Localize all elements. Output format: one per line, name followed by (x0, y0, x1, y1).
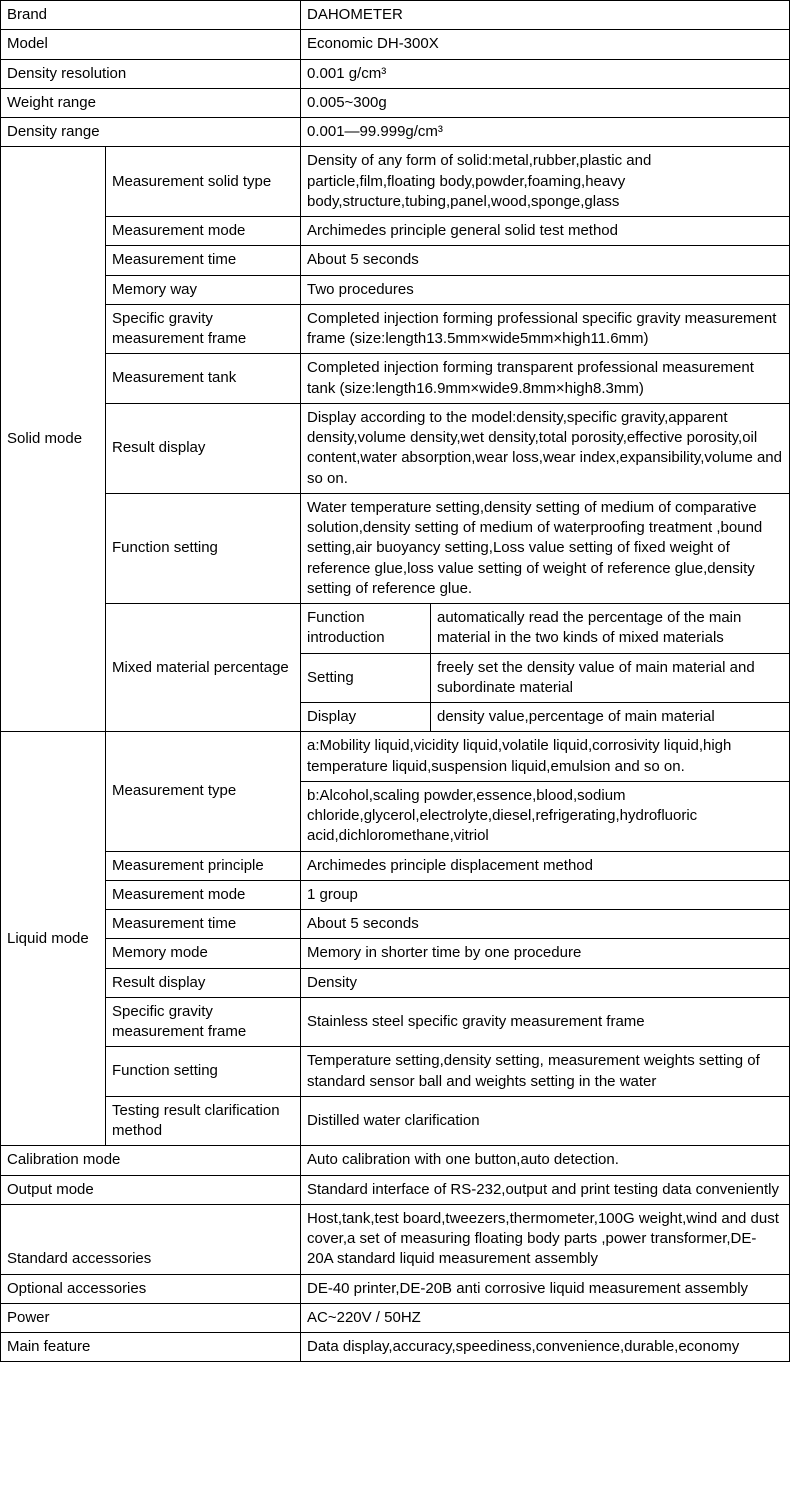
label-main-feature: Main feature (1, 1333, 301, 1362)
value-mmp-function-intro: automatically read the percentage of the… (431, 604, 790, 654)
table-row: Function setting Temperature setting,den… (1, 1047, 790, 1097)
table-row: Model Economic DH-300X (1, 30, 790, 59)
label-model: Model (1, 30, 301, 59)
value-main-feature: Data display,accuracy,speediness,conveni… (301, 1333, 790, 1362)
table-row: Measurement tank Completed injection for… (1, 354, 790, 404)
table-row: Optional accessories DE-40 printer,DE-20… (1, 1274, 790, 1303)
table-row: Output mode Standard interface of RS-232… (1, 1175, 790, 1204)
table-row: Density range 0.001—99.999g/cm³ (1, 118, 790, 147)
value-liquid-measurement-principle: Archimedes principle displacement method (301, 851, 790, 880)
label-mmp-function-intro: Function introduction (301, 604, 431, 654)
label-density-resolution: Density resolution (1, 59, 301, 88)
table-row: Weight range 0.005~300g (1, 88, 790, 117)
label-density-range: Density range (1, 118, 301, 147)
value-density-range: 0.001—99.999g/cm³ (301, 118, 790, 147)
label-solid-measurement-time: Measurement time (106, 246, 301, 275)
value-density-resolution: 0.001 g/cm³ (301, 59, 790, 88)
value-solid-sg-frame: Completed injection forming professional… (301, 304, 790, 354)
value-liquid-mtype-a: a:Mobility liquid,vicidity liquid,volati… (301, 732, 790, 782)
value-liquid-result-display: Density (301, 968, 790, 997)
table-row: Standard accessories Host,tank,test boar… (1, 1204, 790, 1274)
value-liquid-memory-mode: Memory in shorter time by one procedure (301, 939, 790, 968)
label-solid-mode: Solid mode (1, 147, 106, 732)
table-row: Result display Density (1, 968, 790, 997)
label-mmp-setting: Setting (301, 653, 431, 703)
table-row: Measurement mode 1 group (1, 880, 790, 909)
value-liquid-sg-frame: Stainless steel specific gravity measure… (301, 997, 790, 1047)
value-solid-measurement-tank: Completed injection forming transparent … (301, 354, 790, 404)
label-output-mode: Output mode (1, 1175, 301, 1204)
table-row: Liquid mode Measurement type a:Mobility … (1, 732, 790, 782)
value-model: Economic DH-300X (301, 30, 790, 59)
label-liquid-measurement-principle: Measurement principle (106, 851, 301, 880)
label-solid-measurement-tank: Measurement tank (106, 354, 301, 404)
label-weight-range: Weight range (1, 88, 301, 117)
value-optional-accessories: DE-40 printer,DE-20B anti corrosive liqu… (301, 1274, 790, 1303)
table-row: Power AC~220V / 50HZ (1, 1303, 790, 1332)
value-solid-memory-way: Two procedures (301, 275, 790, 304)
label-liquid-memory-mode: Memory mode (106, 939, 301, 968)
table-row: Mixed material percentage Function intro… (1, 604, 790, 654)
table-row: Testing result clarification method Dist… (1, 1096, 790, 1146)
value-mmp-display: density value,percentage of main materia… (431, 703, 790, 732)
table-row: Measurement mode Archimedes principle ge… (1, 217, 790, 246)
table-row: Result display Display according to the … (1, 403, 790, 493)
label-liquid-result-display: Result display (106, 968, 301, 997)
table-row: Memory mode Memory in shorter time by on… (1, 939, 790, 968)
value-solid-function-setting: Water temperature setting,density settin… (301, 493, 790, 603)
label-liquid-sg-frame: Specific gravity measurement frame (106, 997, 301, 1047)
value-output-mode: Standard interface of RS-232,output and … (301, 1175, 790, 1204)
value-power: AC~220V / 50HZ (301, 1303, 790, 1332)
label-mmp-display: Display (301, 703, 431, 732)
label-liquid-mode: Liquid mode (1, 732, 106, 1146)
value-weight-range: 0.005~300g (301, 88, 790, 117)
table-row: Brand DAHOMETER (1, 1, 790, 30)
label-power: Power (1, 1303, 301, 1332)
value-liquid-function-setting: Temperature setting,density setting, mea… (301, 1047, 790, 1097)
value-liquid-mtype-b: b:Alcohol,scaling powder,essence,blood,s… (301, 781, 790, 851)
table-row: Measurement principle Archimedes princip… (1, 851, 790, 880)
table-row: Specific gravity measurement frame Compl… (1, 304, 790, 354)
table-row: Measurement time About 5 seconds (1, 910, 790, 939)
value-solid-result-display: Display according to the model:density,s… (301, 403, 790, 493)
table-row: Main feature Data display,accuracy,speed… (1, 1333, 790, 1362)
value-standard-accessories: Host,tank,test board,tweezers,thermomete… (301, 1204, 790, 1274)
spec-table: Brand DAHOMETER Model Economic DH-300X D… (0, 0, 790, 1362)
label-solid-measurement-mode: Measurement mode (106, 217, 301, 246)
value-solid-measurement-type: Density of any form of solid:metal,rubbe… (301, 147, 790, 217)
label-liquid-measurement-time: Measurement time (106, 910, 301, 939)
label-solid-function-setting: Function setting (106, 493, 301, 603)
label-liquid-function-setting: Function setting (106, 1047, 301, 1097)
value-liquid-measurement-mode: 1 group (301, 880, 790, 909)
label-mixed-material-percentage: Mixed material percentage (106, 604, 301, 732)
label-solid-measurement-type: Measurement solid type (106, 147, 301, 217)
label-liquid-measurement-mode: Measurement mode (106, 880, 301, 909)
label-calibration-mode: Calibration mode (1, 1146, 301, 1175)
table-row: Measurement time About 5 seconds (1, 246, 790, 275)
label-liquid-measurement-type: Measurement type (106, 732, 301, 851)
value-liquid-trcm: Distilled water clarification (301, 1096, 790, 1146)
label-solid-sg-frame: Specific gravity measurement frame (106, 304, 301, 354)
label-solid-memory-way: Memory way (106, 275, 301, 304)
table-row: Function setting Water temperature setti… (1, 493, 790, 603)
value-solid-measurement-time: About 5 seconds (301, 246, 790, 275)
table-row: Density resolution 0.001 g/cm³ (1, 59, 790, 88)
value-solid-measurement-mode: Archimedes principle general solid test … (301, 217, 790, 246)
label-brand: Brand (1, 1, 301, 30)
table-row: Calibration mode Auto calibration with o… (1, 1146, 790, 1175)
label-solid-result-display: Result display (106, 403, 301, 493)
table-row: Solid mode Measurement solid type Densit… (1, 147, 790, 217)
value-mmp-setting: freely set the density value of main mat… (431, 653, 790, 703)
value-liquid-measurement-time: About 5 seconds (301, 910, 790, 939)
table-row: Memory way Two procedures (1, 275, 790, 304)
label-optional-accessories: Optional accessories (1, 1274, 301, 1303)
label-standard-accessories: Standard accessories (1, 1204, 301, 1274)
value-calibration-mode: Auto calibration with one button,auto de… (301, 1146, 790, 1175)
value-brand: DAHOMETER (301, 1, 790, 30)
table-row: Specific gravity measurement frame Stain… (1, 997, 790, 1047)
label-liquid-trcm: Testing result clarification method (106, 1096, 301, 1146)
